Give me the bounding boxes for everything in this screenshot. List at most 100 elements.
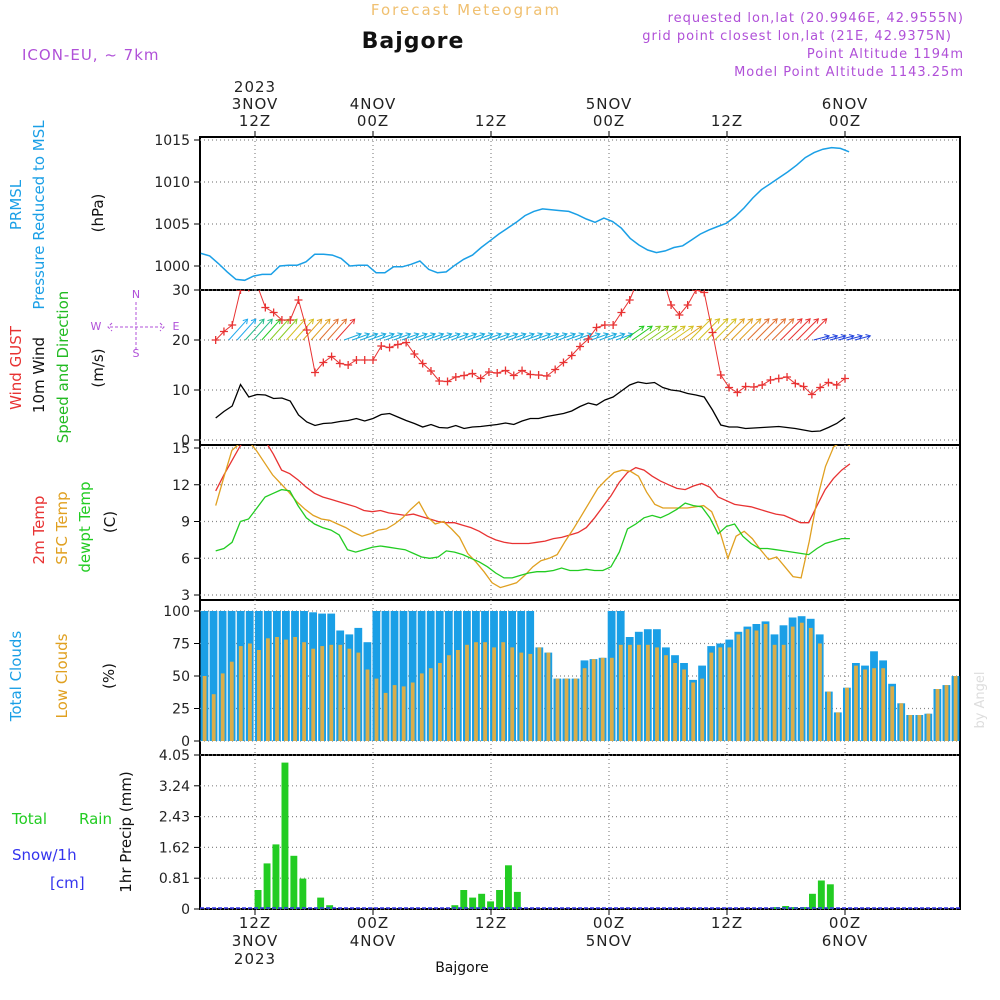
y-tick-label: 4.05 <box>159 748 190 764</box>
gust-point <box>609 321 618 329</box>
wind-direction-arrow <box>244 318 265 341</box>
gust-point <box>708 328 717 337</box>
low-cloud-bar <box>881 668 886 741</box>
wind-direction-arrow <box>640 325 661 341</box>
wind-direction-arrowhead <box>308 318 315 325</box>
low-cloud-bar <box>899 703 904 741</box>
gust-point <box>518 366 527 375</box>
low-cloud-bar <box>419 673 424 741</box>
gust-point <box>509 371 518 380</box>
gust-point <box>311 368 320 377</box>
wind-direction-arrow <box>681 325 702 341</box>
y-tick-label: 15 <box>172 441 190 457</box>
low-cloud-bar <box>492 647 496 741</box>
gust-point <box>211 336 220 344</box>
gust-point <box>418 359 427 368</box>
y-tick-label: 30 <box>172 283 190 299</box>
compass-e: E <box>173 320 180 333</box>
low-cloud-bar <box>456 650 460 741</box>
gust-point <box>824 378 833 387</box>
wind-direction-arrowhead <box>722 318 729 324</box>
wind-direction-arrow <box>286 318 306 341</box>
gust-point <box>443 377 452 386</box>
wind-direction-arrow <box>821 335 838 341</box>
wind-direction-arrow <box>327 318 347 341</box>
rain-bar <box>513 891 521 909</box>
gust-point <box>733 388 742 397</box>
compass-n: N <box>132 288 140 301</box>
wind-direction-arrow <box>302 318 323 341</box>
wind-direction-arrowhead <box>553 332 560 339</box>
panel-frame-3 <box>199 444 961 601</box>
top-tick-label: 3NOV <box>232 95 279 113</box>
gust-point <box>253 281 261 289</box>
low-cloud-bar <box>383 692 388 741</box>
low-cloud-bar <box>365 669 370 741</box>
pressure-series-line <box>200 146 850 282</box>
gust-point <box>261 303 270 312</box>
wind-direction-arrow <box>623 325 645 341</box>
y-tick-label: 2.43 <box>159 810 190 826</box>
low-cloud-bar <box>284 639 288 741</box>
point-altitude: Point Altitude 1194m <box>807 47 964 62</box>
sfc-temp-line <box>215 445 851 589</box>
bottom-tick-label: 12Z <box>711 914 743 932</box>
low-cloud-bar <box>238 646 243 741</box>
wind-direction-arrow <box>533 333 551 341</box>
wind-direction-arrow <box>459 333 477 341</box>
rain-bar <box>809 893 816 909</box>
rain-bar <box>451 905 459 909</box>
bottom-title: Bajgore <box>435 960 489 976</box>
wind-direction-arrowhead <box>463 332 470 339</box>
y-tick-label: 6 <box>181 551 190 567</box>
y-tick-label: 0 <box>181 734 190 750</box>
gust-point <box>625 296 634 304</box>
wind-direction-arrow <box>846 335 863 341</box>
gust-point <box>700 290 709 297</box>
low-cloud-bar <box>374 678 379 741</box>
rain-bar <box>487 901 494 909</box>
gust-point <box>758 381 767 389</box>
wind-direction-arrow <box>591 333 609 341</box>
wind-direction-arrowhead <box>405 332 412 339</box>
low-cloud-bar <box>591 659 596 741</box>
gust-point <box>542 372 551 380</box>
direction-label: Speed and Direction <box>54 291 72 444</box>
wind-direction-arrowhead <box>504 332 511 339</box>
wind-direction-arrowhead <box>755 318 762 324</box>
rain-bar <box>817 880 825 909</box>
low-cloud-bar <box>519 652 524 741</box>
low-cloud-bar <box>392 685 397 741</box>
low-cloud-bar <box>510 647 515 741</box>
wind-direction-arrow <box>277 318 298 341</box>
low-cloud-bar <box>528 653 533 741</box>
y-tick-label: 50 <box>172 669 190 685</box>
low-cloud-bar <box>438 663 442 741</box>
wind-direction-arrow <box>269 318 290 341</box>
top-tick-label: 12Z <box>239 112 271 130</box>
low-cloud-bar <box>655 647 659 741</box>
y-tick-label: 3 <box>181 588 190 604</box>
wind-direction-arrow <box>689 318 712 341</box>
gust-point <box>749 383 758 391</box>
gust-point <box>567 351 576 360</box>
wind-direction-arrowhead <box>341 318 348 325</box>
low-cloud-bar <box>401 686 406 741</box>
gust-point <box>600 321 609 329</box>
gust-point <box>219 327 228 336</box>
y-tick-label: 1015 <box>154 133 190 149</box>
gust-point <box>248 290 250 292</box>
low-cloud-bar <box>465 644 469 741</box>
wind-direction-arrowhead <box>380 332 387 339</box>
low-cloud-bar <box>845 687 849 741</box>
low-cloud-bar <box>202 676 207 741</box>
rain-bar <box>254 890 262 909</box>
wind-direction-arrowhead <box>714 318 721 324</box>
gust-point <box>559 358 568 367</box>
gust-point <box>791 379 800 388</box>
low-cloud-bar <box>754 630 759 741</box>
wind-direction-arrowhead <box>333 318 339 325</box>
wind-direction-arrowhead <box>454 332 461 339</box>
bottom-tick-label: 00Z <box>593 914 625 932</box>
low-cloud-bar <box>356 652 361 741</box>
